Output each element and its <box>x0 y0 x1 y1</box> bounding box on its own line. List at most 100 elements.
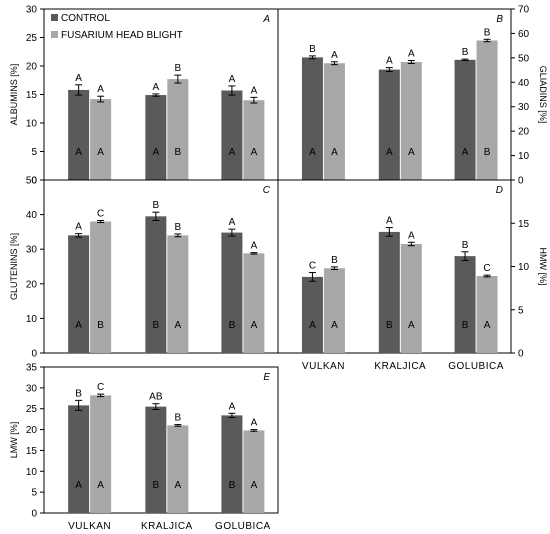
panel-c-ytick-label: 10 <box>26 314 38 325</box>
panel-d-bar-control <box>378 231 400 353</box>
panel-b-sig-top: B <box>309 44 316 55</box>
panel-b-sig-bottom: A <box>386 147 393 158</box>
panel-e-bar-fusarium <box>243 430 265 513</box>
panel-d-bar-control <box>301 276 323 353</box>
panel-e-ytick-label: 15 <box>26 446 38 457</box>
panel-a-sig-bottom: A <box>153 147 160 158</box>
panel-a-sig-top: B <box>175 63 182 74</box>
panel-c-bar-fusarium <box>90 221 112 353</box>
panel-e-bar-control <box>221 415 243 513</box>
panel-e-sig-top: AB <box>149 392 163 403</box>
panel-b-ytick-label: 0 <box>518 176 524 187</box>
panel-d-category-label: GOLUBICA <box>448 361 504 372</box>
panel-d-sig-top: B <box>331 255 338 266</box>
panel-b-bar-control <box>454 59 476 180</box>
panel-d-category-label: VULKAN <box>302 361 345 372</box>
panel-d-sig-top: A <box>386 216 393 227</box>
panel-a-sig-top: A <box>75 73 82 84</box>
panel-e-sig-bottom: A <box>75 480 82 491</box>
panel-b-sig-bottom: A <box>408 147 415 158</box>
panel-b-sig-top: A <box>331 50 338 61</box>
panel-d-sig-top: B <box>462 240 469 251</box>
panel-c-sig-bottom: B <box>153 320 160 331</box>
panel-e-bar-control <box>145 406 167 513</box>
panel-a-ytick-label: 0 <box>31 176 37 187</box>
panel-b-sig-top: B <box>462 47 469 58</box>
panel-b-bar-fusarium <box>400 62 422 181</box>
legend-swatch-fusarium <box>51 31 58 38</box>
panel-c-ytick-label: 40 <box>26 210 38 221</box>
panel-d-ytick-label: 15 <box>518 219 530 230</box>
panel-d-ytick-label: 10 <box>518 262 530 273</box>
panel-b-bar-fusarium <box>323 63 345 180</box>
panel-d-sig-bottom: A <box>408 320 415 331</box>
panel-c-letter: C <box>263 185 271 196</box>
panel-b-sig-bottom: A <box>462 147 469 158</box>
panel-c-ylabel: GLUTENINS [%] <box>9 233 19 300</box>
panel-a-sig-bottom: A <box>97 147 104 158</box>
panel-c-sig-bottom: A <box>175 320 182 331</box>
panel-a-sig-bottom: A <box>229 147 236 158</box>
panel-c-bar-control <box>68 235 90 353</box>
panel-e-category-label: VULKAN <box>68 521 111 532</box>
panel-e-ytick-label: 30 <box>26 383 38 394</box>
panel-e-sig-top: A <box>229 401 236 412</box>
panel-c-bar-control <box>221 232 243 353</box>
panel-a-ytick-label: 5 <box>31 147 37 158</box>
panel-a-sig-bottom: B <box>175 147 182 158</box>
panel-e-bar-fusarium <box>90 395 112 513</box>
panel-e-sig-bottom: A <box>251 480 258 491</box>
panel-e-sig-top: A <box>251 418 258 429</box>
panel-e-ytick-label: 5 <box>31 488 37 499</box>
panel-c-sig-bottom: A <box>75 320 82 331</box>
panel-e-ytick-label: 35 <box>26 363 38 374</box>
panel-d-sig-bottom: A <box>484 320 491 331</box>
panel-a-sig-top: A <box>153 82 160 93</box>
legend-label-fusarium: FUSARIUM HEAD BLIGHT <box>61 30 183 41</box>
legend-label-control: CONTROL <box>61 13 110 24</box>
panel-a-sig-top: A <box>251 85 258 96</box>
panel-e-sig-bottom: B <box>229 480 236 491</box>
panel-e-sig-bottom: A <box>175 480 182 491</box>
panel-a-ytick-label: 20 <box>26 62 38 73</box>
panel-a-bar-fusarium <box>243 100 265 180</box>
panel-e-category-label: KRALJICA <box>141 521 193 532</box>
legend-swatch-control <box>51 14 58 21</box>
panel-c-bar-control <box>145 216 167 353</box>
panel-a-ylabel: ALBUMINS [%] <box>9 64 19 126</box>
panel-d-sig-bottom: A <box>309 320 316 331</box>
panel-b-sig-bottom: B <box>484 147 491 158</box>
panel-b-ylabel: GLIADINS [%] <box>538 66 548 124</box>
panel-d-bar-fusarium <box>323 268 345 353</box>
panel-b-sig-top: A <box>386 56 393 67</box>
panel-d-sig-bottom: B <box>462 320 469 331</box>
panel-e-sig-top: B <box>175 413 182 424</box>
panel-e-sig-top: B <box>75 388 82 399</box>
panel-a-ytick-label: 10 <box>26 119 38 130</box>
panel-c-sig-top: A <box>251 241 258 252</box>
panel-d-sig-top: C <box>309 261 316 272</box>
panel-a-bar-control <box>68 89 90 180</box>
panel-b-bar-fusarium <box>476 40 498 181</box>
panel-e-sig-bottom: A <box>97 480 104 491</box>
panel-c-ytick-label: 50 <box>26 176 38 187</box>
panel-a-bar-fusarium <box>90 99 112 180</box>
panel-a-ytick-label: 30 <box>26 5 38 16</box>
panel-b-ytick-label: 10 <box>518 151 530 162</box>
panel-e-ytick-label: 10 <box>26 467 38 478</box>
panel-d-ytick-label: 5 <box>518 305 524 316</box>
panel-b-ytick-label: 30 <box>518 102 530 113</box>
panel-d-bar-control <box>454 256 476 353</box>
panel-c-sig-top: B <box>153 200 160 211</box>
panel-c-sig-bottom: B <box>229 320 236 331</box>
panel-d-ytick-label: 0 <box>518 349 524 360</box>
panel-e-bar-fusarium <box>167 425 189 513</box>
panel-a-bar-fusarium <box>167 79 189 180</box>
panel-c-ytick-label: 20 <box>26 279 38 290</box>
panel-e-ytick-label: 0 <box>31 509 37 520</box>
panel-c-sig-top: B <box>175 222 182 233</box>
panel-a-ytick-label: 25 <box>26 33 38 44</box>
panel-b-ytick-label: 50 <box>518 53 530 64</box>
panel-c-ytick-label: 0 <box>31 349 37 360</box>
